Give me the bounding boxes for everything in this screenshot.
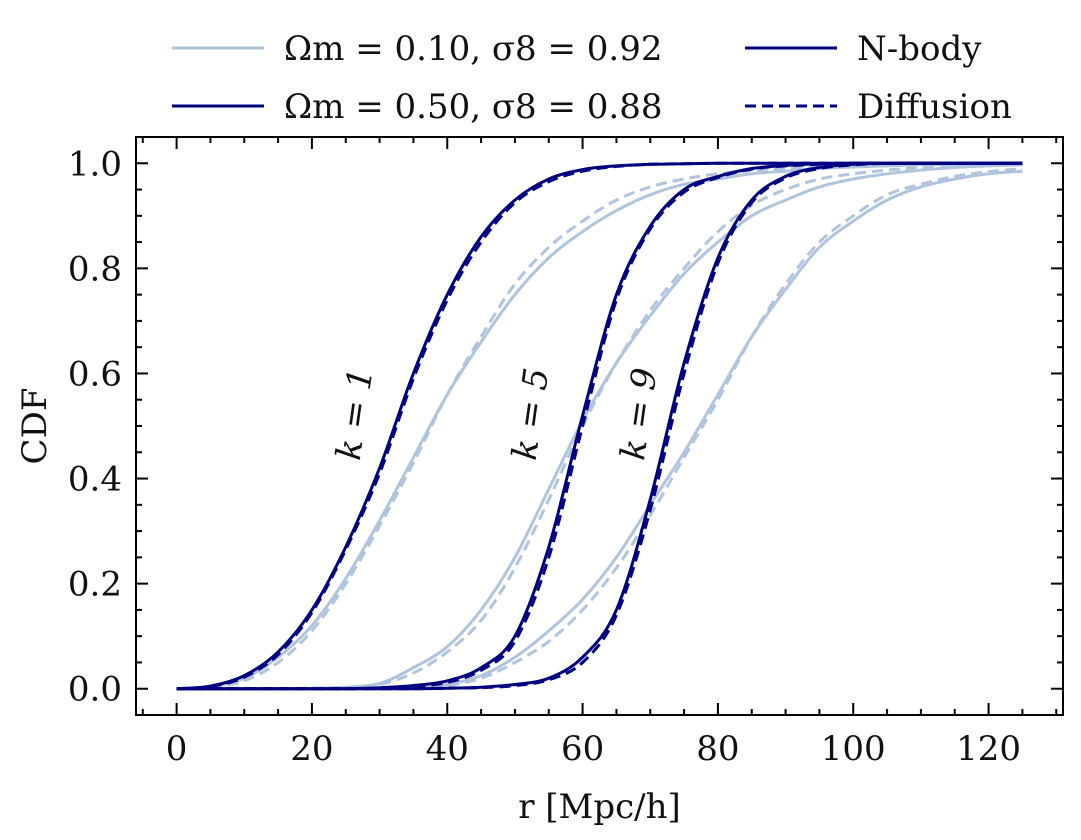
- series-line-k5-om050-diffusion: [176, 161, 1023, 691]
- series-line-k1-om010-nbody: [176, 161, 1023, 691]
- y-tick-label: 0.8: [68, 249, 122, 289]
- series-line-k5-om050-nbody: [176, 161, 1023, 691]
- y-tick-label: 1.0: [68, 144, 122, 184]
- legend-label: Ωm = 0.50, σ8 = 0.88: [284, 87, 663, 127]
- series-line-k9-om050-nbody: [176, 161, 1023, 691]
- x-tick-label: 40: [426, 729, 469, 769]
- y-tick-label: 0.6: [68, 354, 122, 394]
- legend-label: Ωm = 0.10, σ8 = 0.92: [284, 29, 663, 69]
- y-tick-label: 0.4: [68, 460, 122, 500]
- series-line-k9-om010-diffusion: [176, 167, 1023, 691]
- series-line-k1-om010-diffusion: [176, 161, 1023, 691]
- legend-label: N-body: [857, 29, 982, 69]
- x-tick-label: 100: [821, 729, 886, 769]
- x-tick-label: 60: [561, 729, 604, 769]
- plot-frame: [135, 136, 1064, 716]
- series-line-k5-om010-nbody: [176, 163, 1023, 691]
- annotation-k-9: k = 9: [613, 365, 665, 462]
- legend-label: Diffusion: [857, 87, 1012, 127]
- y-axis-label: CDF: [15, 388, 55, 465]
- y-tick-label: 0.0: [68, 670, 122, 710]
- series-line-k1-om050-diffusion: [176, 161, 1023, 691]
- x-axis-label: r [Mpc/h]: [518, 787, 681, 827]
- series-line-k9-om050-diffusion: [176, 161, 1023, 691]
- series-line-k5-om010-diffusion: [176, 162, 1023, 691]
- x-tick-label: 20: [290, 729, 333, 769]
- x-tick-label: 80: [696, 729, 739, 769]
- y-tick-label: 0.2: [68, 565, 122, 605]
- series-line-k1-om050-nbody: [176, 161, 1023, 691]
- annotation-k-1: k = 1: [329, 365, 381, 462]
- x-tick-label: 120: [956, 729, 1021, 769]
- legend: Ωm = 0.10, σ8 = 0.92 Ωm = 0.50, σ8 = 0.88…: [172, 29, 1012, 127]
- annotation-k-5: k = 5: [505, 365, 557, 462]
- series-layer: [176, 161, 1023, 691]
- axis-ticks: 0 20 40 60 80 100 120 0.0 0.2 0.4 0.6 0.8 1.0: [68, 136, 1063, 769]
- series-line-k9-om010-nbody: [176, 169, 1023, 691]
- x-tick-label: 0: [166, 729, 188, 769]
- annotations: k = 1 k = 5 k = 9: [329, 365, 666, 462]
